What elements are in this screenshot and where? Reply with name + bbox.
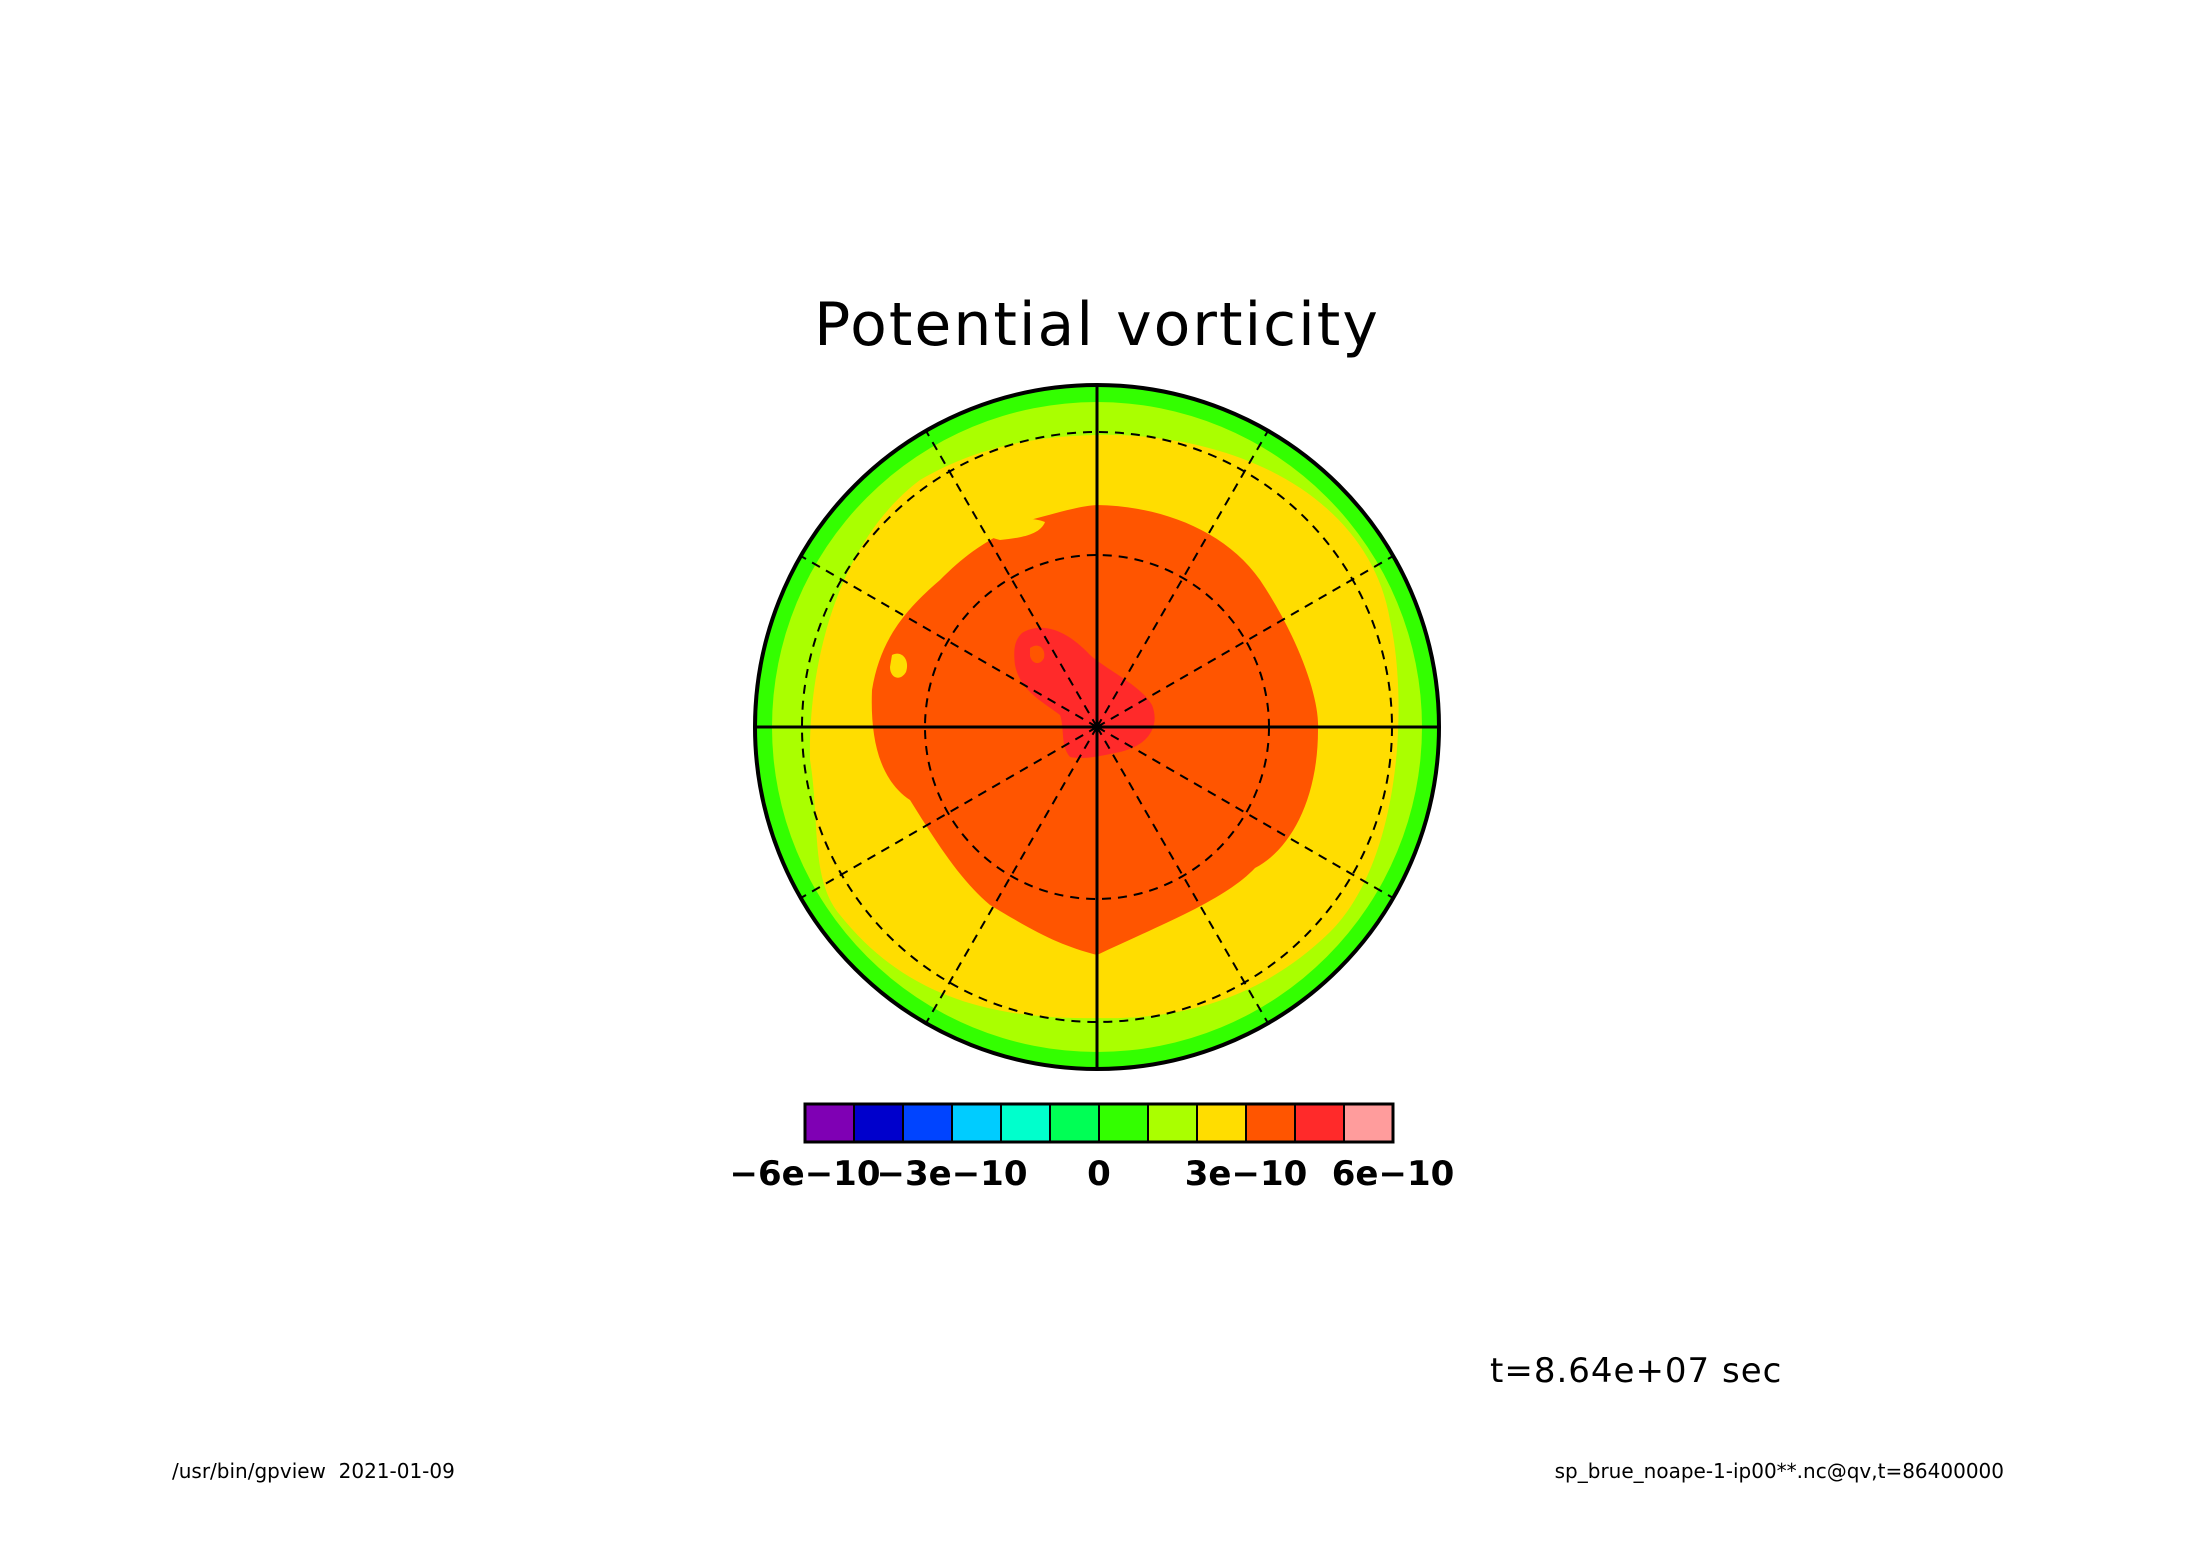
colorbar-segment [1245,1103,1296,1143]
colorbar-frame [803,1102,1395,1144]
colorbar-segment [951,1103,1002,1143]
meridian-150 [800,555,1098,728]
orange-spot [1030,645,1045,664]
footer-left: /usr/bin/gpview 2021-01-09 [172,1459,455,1483]
meridian-330 [1096,726,1394,899]
colorbar-segment [1294,1103,1345,1143]
colorbar-segment [1196,1103,1247,1143]
meridian-210 [800,726,1098,899]
time-label: t=8.64e+07 sec [1490,1351,1782,1391]
map-grid [753,383,1441,1071]
meridian-300 [1096,726,1269,1024]
colorbar-segment [1049,1103,1100,1143]
meridian-120 [925,430,1098,728]
band-red [1014,627,1155,759]
colorbar-segment [853,1103,904,1143]
colorbar-tick-label: 6e−10 [1332,1154,1455,1194]
colorbar-tick-label: 0 [1087,1154,1111,1194]
meridians [800,430,1394,1024]
colorbar-segment [902,1103,953,1143]
colorbar-segment [1147,1103,1198,1143]
footer-right: sp_brue_noape-1-ip00**.nc@qv,t=86400000 [1555,1459,2004,1483]
colorbar-tick-label: −3e−10 [876,1154,1027,1194]
colorbar-segment [1000,1103,1051,1143]
colorbar-segment [1098,1103,1149,1143]
meridian-60 [1096,430,1269,728]
yellow-spot-west [890,653,908,678]
meridian-30 [1096,555,1394,728]
colorbar-tick-label: −6e−10 [729,1154,880,1194]
yellow-notch-nw [987,518,1045,540]
map-boundary [753,383,1441,1071]
colorbar-segment [1343,1103,1394,1143]
colorbar-segment [804,1103,855,1143]
colorbar [803,1102,1395,1144]
colorbar-tick-label: 3e−10 [1185,1154,1308,1194]
chart-title: Potential vorticity [814,290,1380,360]
colorbar-ticks: −6e−10−3e−10 0 3e−10 6e−10 [729,1154,1454,1194]
meridian-240 [925,726,1098,1024]
